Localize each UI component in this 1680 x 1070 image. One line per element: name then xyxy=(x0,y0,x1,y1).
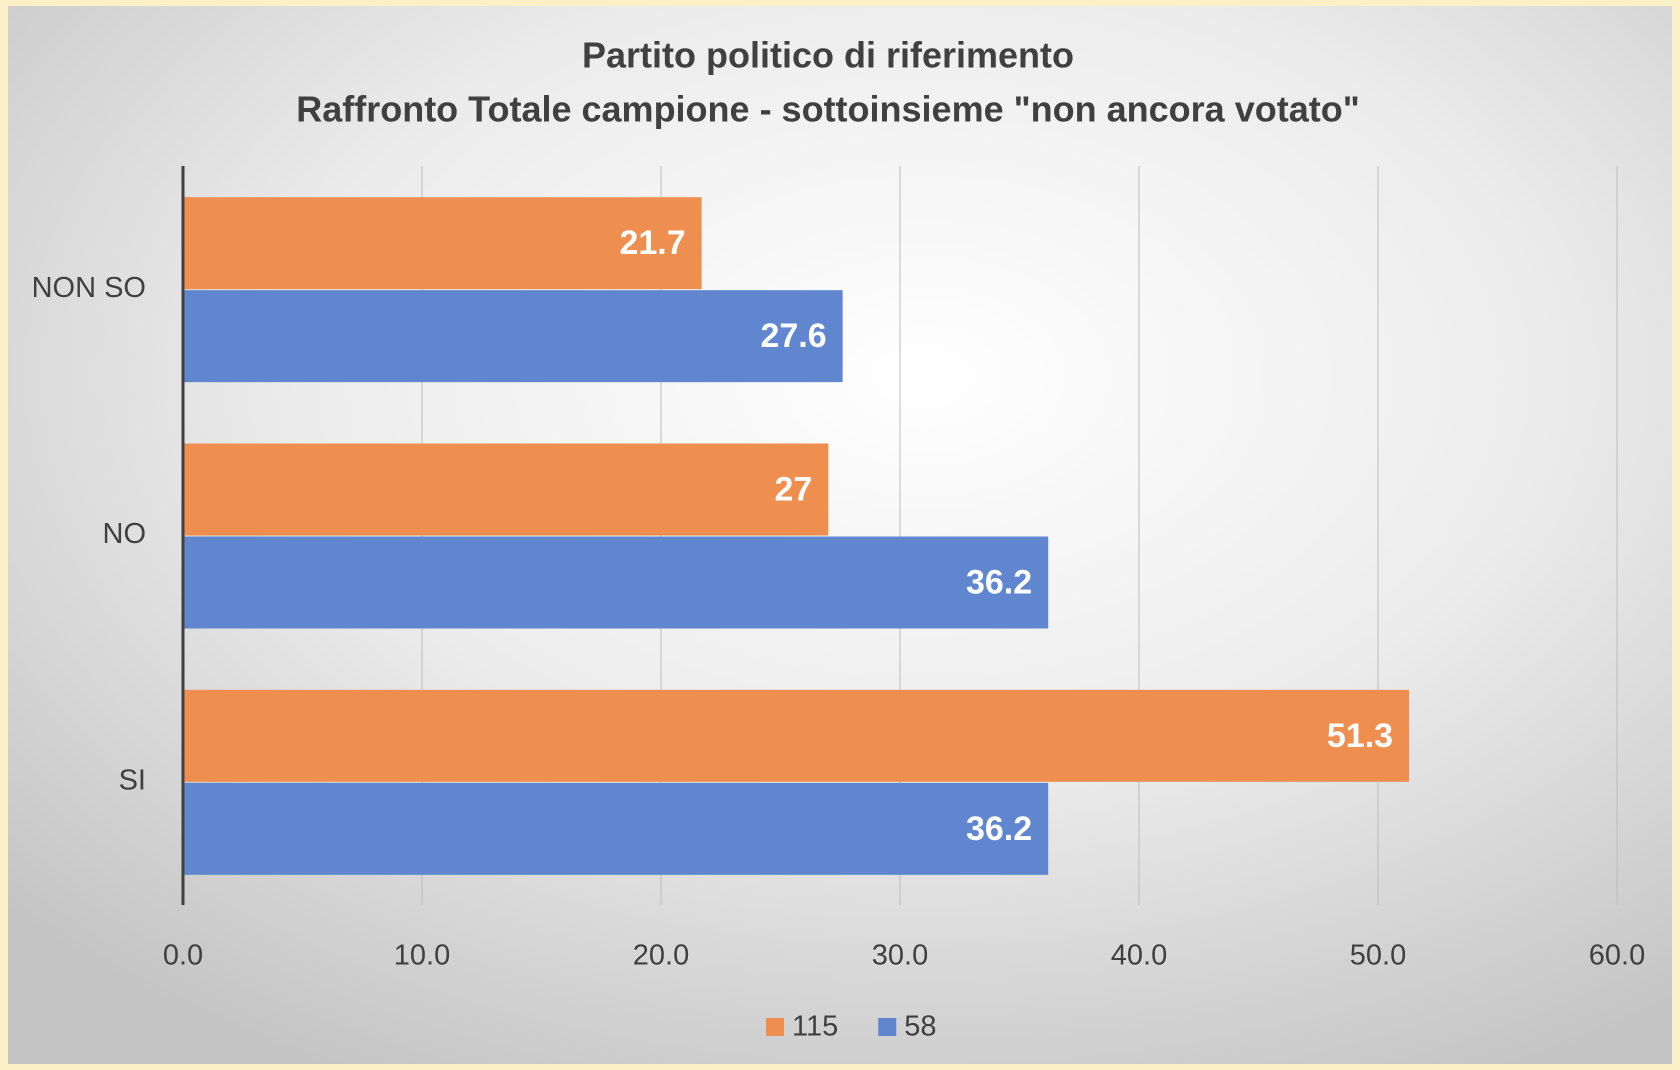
data-label: 36.2 xyxy=(966,563,1032,601)
legend-label: 58 xyxy=(904,1011,936,1043)
legend-label: 115 xyxy=(792,1011,838,1043)
chart-title: Partito politico di riferimento xyxy=(582,35,1074,76)
bar xyxy=(183,197,702,290)
legend-swatch xyxy=(766,1018,784,1036)
data-label: 51.3 xyxy=(1327,717,1393,755)
x-tick-label: 60.0 xyxy=(1589,940,1645,972)
legend-swatch xyxy=(878,1018,897,1036)
x-tick-label: 50.0 xyxy=(1350,940,1406,972)
x-tick-label: 10.0 xyxy=(394,940,450,972)
data-label: 27.6 xyxy=(760,317,826,355)
bar xyxy=(183,290,843,383)
bar xyxy=(183,689,1410,782)
data-label: 36.2 xyxy=(966,810,1032,848)
y-tick-label: NON SO xyxy=(32,272,146,304)
x-tick-label: 0.0 xyxy=(163,940,203,972)
x-tick-label: 30.0 xyxy=(872,940,928,972)
data-label: 27 xyxy=(774,470,812,508)
bar xyxy=(183,782,1049,875)
chart-subtitle: Raffronto Totale campione - sottoinsieme… xyxy=(296,89,1360,130)
y-tick-label: NO xyxy=(103,518,147,550)
data-label: 21.7 xyxy=(619,224,685,262)
x-tick-label: 40.0 xyxy=(1111,940,1167,972)
x-tick-label: 20.0 xyxy=(633,940,689,972)
bar xyxy=(183,536,1049,629)
bar xyxy=(183,443,829,536)
y-tick-label: SI xyxy=(119,764,146,796)
